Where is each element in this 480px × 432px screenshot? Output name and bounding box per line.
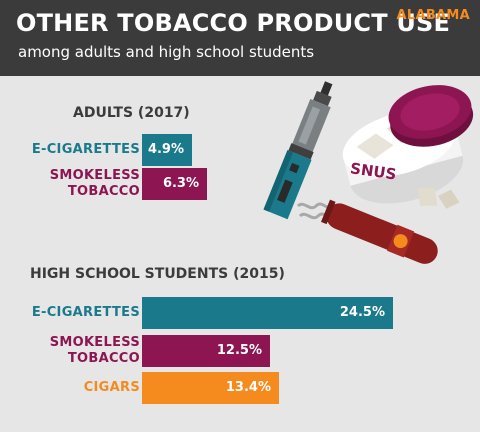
category-label: CIGARS — [83, 380, 140, 395]
bar-value-label: 13.4% — [225, 380, 271, 395]
category-label: E-CIGARETTES — [31, 142, 140, 157]
bar-value-label: 6.3% — [162, 176, 199, 191]
bar: 24.5% — [142, 297, 393, 329]
bar: 6.3% — [142, 168, 207, 200]
cigar-icon — [296, 199, 438, 264]
category-label: SMOKELESS TOBACCO — [49, 168, 140, 199]
bar-value-label: 24.5% — [339, 305, 385, 320]
category-label: SMOKELESS TOBACCO — [49, 335, 140, 366]
bar-value-label: 12.5% — [216, 343, 262, 358]
state-label: ALABAMA — [396, 8, 470, 23]
snus-tin-icon: SNUS — [342, 85, 474, 209]
bar: 13.4% — [142, 372, 279, 404]
page-title: OTHER TOBACCO PRODUCT USE — [16, 9, 451, 37]
category-label: E-CIGARETTES — [31, 305, 140, 320]
adults-chart-title: ADULTS (2017) — [73, 105, 190, 121]
bar: 12.5% — [142, 335, 270, 367]
vape-pen-icon — [263, 81, 333, 220]
bar-value-label: 4.9% — [147, 142, 184, 157]
page-subtitle: among adults and high school students — [18, 43, 315, 61]
students-chart-title: HIGH SCHOOL STUDENTS (2015) — [30, 266, 285, 282]
bar: 4.9% — [142, 134, 192, 166]
header-banner: OTHER TOBACCO PRODUCT USE among adults a… — [0, 0, 480, 76]
